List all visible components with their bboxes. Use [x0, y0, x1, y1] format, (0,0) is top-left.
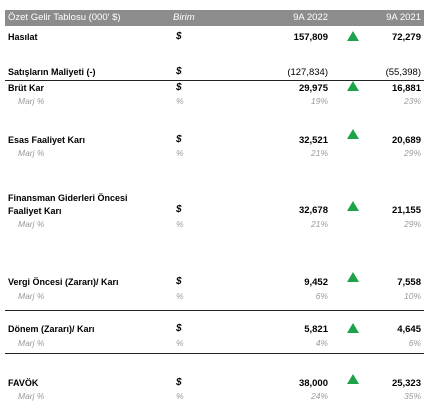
divider-line [5, 80, 424, 81]
margin-2022: 6% [315, 291, 328, 301]
row-label-net-profit: Dönem (Zararı)/ Karı [8, 324, 95, 334]
value-2022: 157,809 [293, 32, 328, 43]
row-label-gross-profit: Brüt Kar [8, 83, 45, 93]
percent-symbol: % [176, 96, 184, 106]
header-col-2022: 9A 2022 [293, 12, 328, 23]
margin-2022: 4% [315, 338, 328, 348]
percent-symbol: % [176, 291, 184, 301]
margin-label: Marj % [18, 391, 45, 401]
up-triangle-icon [347, 374, 359, 384]
header-unit: Birim [173, 12, 195, 23]
value-2021: 72,279 [391, 32, 421, 43]
up-triangle-icon [347, 323, 359, 333]
currency-symbol: $ [176, 31, 182, 42]
value-2022: 5,821 [304, 324, 328, 335]
margin-label: Marj % [18, 148, 45, 158]
currency-symbol: $ [176, 377, 182, 388]
up-triangle-icon [347, 201, 359, 211]
table-header: Özet Gelir Tablosu (000' $) Birim 9A 202… [5, 10, 424, 26]
currency-symbol: $ [176, 134, 182, 145]
up-triangle-icon [347, 129, 359, 139]
percent-symbol: % [176, 219, 184, 229]
currency-symbol: $ [176, 204, 182, 215]
currency-symbol: $ [176, 66, 182, 77]
margin-2021: 35% [403, 391, 421, 401]
value-2021: 20,689 [391, 135, 421, 146]
margin-label: Marj % [18, 338, 45, 348]
percent-symbol: % [176, 148, 184, 158]
header-col-2021: 9A 2021 [386, 12, 421, 23]
margin-2021: 6% [408, 338, 421, 348]
up-triangle-icon [347, 81, 359, 91]
row-label-ebitda: FAVÖK [8, 378, 39, 388]
margin-2021: 29% [403, 148, 421, 158]
margin-label: Marj % [18, 219, 45, 229]
value-2022: 38,000 [298, 378, 328, 389]
value-2022: (127,834) [287, 67, 328, 78]
margin-label: Marj % [18, 291, 45, 301]
margin-2021: 23% [403, 96, 421, 106]
currency-symbol: $ [176, 276, 182, 287]
value-2022: 32,521 [298, 135, 328, 146]
value-2022: 29,975 [298, 83, 328, 94]
divider-line [5, 310, 424, 311]
row-label-pre-financing-operating-profit: Finansman Giderleri Öncesi Faaliyet Karı [8, 193, 128, 216]
margin-2022: 24% [310, 391, 328, 401]
value-2021: (55,398) [385, 67, 421, 78]
value-2021: 21,155 [391, 205, 421, 216]
value-2021: 16,881 [391, 83, 421, 94]
divider-line [5, 353, 424, 354]
value-2021: 7,558 [397, 277, 421, 288]
up-triangle-icon [347, 272, 359, 282]
income-statement-table: Özet Gelir Tablosu (000' $) Birim 9A 202… [5, 10, 424, 410]
margin-2021: 10% [403, 291, 421, 301]
header-title: Özet Gelir Tablosu (000' $) [8, 12, 121, 23]
currency-symbol: $ [176, 82, 182, 93]
margin-2022: 19% [310, 96, 328, 106]
margin-2022: 21% [310, 219, 328, 229]
value-2022: 9,452 [304, 277, 328, 288]
row-label-operating-profit: Esas Faaliyet Karı [8, 135, 86, 145]
margin-2022: 21% [310, 148, 328, 158]
percent-symbol: % [176, 391, 184, 401]
value-2021: 4,645 [397, 324, 421, 335]
up-triangle-icon [347, 31, 359, 41]
value-2021: 25,323 [391, 378, 421, 389]
value-2022: 32,678 [298, 205, 328, 216]
currency-symbol: $ [176, 323, 182, 334]
margin-label: Marj % [18, 96, 45, 106]
percent-symbol: % [176, 338, 184, 348]
margin-2021: 29% [403, 219, 421, 229]
row-label-cost-of-sales: Satışların Maliyeti (-) [8, 67, 96, 77]
row-label-pre-tax-profit: Vergi Öncesi (Zararı)/ Karı [8, 277, 119, 287]
row-label-hasilat: Hasılat [8, 32, 38, 42]
